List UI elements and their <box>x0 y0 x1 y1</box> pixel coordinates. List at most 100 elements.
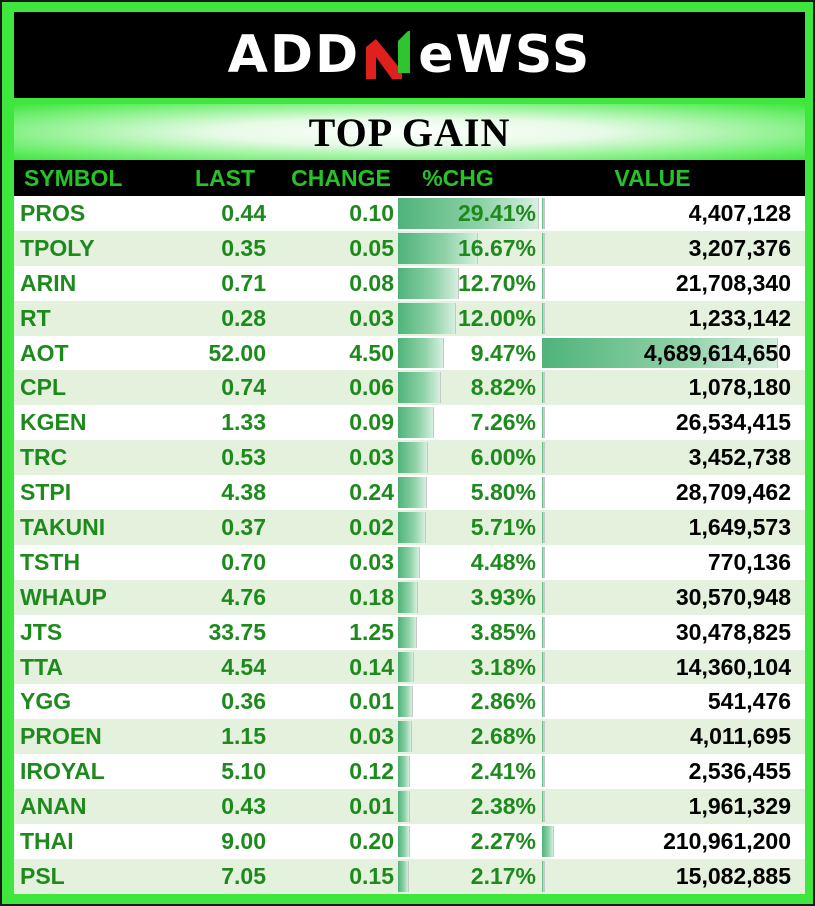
data-bar-value <box>542 546 545 578</box>
table-row: AOT 52.00 4.50 9.47% 4,689,614,650 <box>14 335 805 371</box>
data-bar-pct <box>398 721 412 753</box>
top-gain-table: SYMBOL LAST CHANGE %CHG VALUE PROS 0.44 0.… <box>14 160 805 894</box>
cell-symbol: STPI <box>14 479 164 506</box>
cell-pct-text: 2.27% <box>470 827 536 854</box>
cell-last: 0.36 <box>164 688 268 715</box>
cell-pct-text: 2.38% <box>470 793 536 820</box>
cell-symbol-text: ANAN <box>20 793 87 820</box>
data-bar-value <box>542 721 545 753</box>
cell-change: 0.18 <box>268 584 396 611</box>
cell-pct: 3.18% <box>396 650 540 685</box>
table-row: TSTH 0.70 0.03 4.48% 770,136 <box>14 544 805 580</box>
cell-value-text: 1,233,142 <box>688 304 791 331</box>
cell-change: 0.01 <box>268 688 396 715</box>
cell-last-text: 0.71 <box>221 269 266 296</box>
logo-bar: ADD eWSS <box>14 12 805 98</box>
cell-change: 0.10 <box>268 200 396 227</box>
cell-pct-text: 7.26% <box>470 409 536 436</box>
cell-symbol: TRC <box>14 444 164 471</box>
col-header-change: CHANGE <box>291 164 391 191</box>
table-row: TRC 0.53 0.03 6.00% 3,452,738 <box>14 440 805 476</box>
cell-last: 52.00 <box>164 340 268 367</box>
data-bar-value <box>542 477 545 509</box>
cell-last: 5.10 <box>164 758 268 785</box>
cell-value: 28,709,462 <box>540 475 805 510</box>
cell-change: 0.09 <box>268 409 396 436</box>
data-bar-pct <box>398 512 426 543</box>
cell-symbol: AOT <box>14 340 164 367</box>
cell-change: 0.12 <box>268 758 396 785</box>
cell-change-text: 0.18 <box>349 583 394 610</box>
data-bar-value <box>542 581 545 613</box>
data-bar-pct <box>398 198 539 229</box>
cell-pct: 2.41% <box>396 754 540 789</box>
data-bar-value <box>542 686 545 718</box>
cell-value-text: 30,478,825 <box>675 618 791 645</box>
cell-value-text: 2,536,455 <box>688 758 791 785</box>
cell-symbol: CPL <box>14 374 164 401</box>
cell-symbol-text: PSL <box>20 862 65 889</box>
cell-last-text: 4.54 <box>221 653 266 680</box>
cell-symbol: PROS <box>14 200 164 227</box>
cell-value-text: 4,689,614,650 <box>643 339 791 366</box>
table-row: ANAN 0.43 0.01 2.38% 1,961,329 <box>14 789 805 825</box>
cell-change: 0.03 <box>268 305 396 332</box>
cell-value-text: 26,534,415 <box>675 409 791 436</box>
cell-symbol-text: TPOLY <box>20 234 95 261</box>
cell-pct: 9.47% <box>396 336 540 371</box>
data-bar-pct <box>398 337 444 369</box>
cell-pct-text: 2.68% <box>470 723 536 750</box>
cell-last-text: 1.15 <box>221 723 266 750</box>
table-row: TAKUNI 0.37 0.02 5.71% 1,649,573 <box>14 510 805 545</box>
cell-change-text: 0.08 <box>349 269 394 296</box>
table-row: YGG 0.36 0.01 2.86% 541,476 <box>14 684 805 720</box>
cell-symbol-text: AOT <box>20 339 69 366</box>
cell-symbol: YGG <box>14 688 164 715</box>
cell-change: 0.14 <box>268 654 396 681</box>
data-bar-pct <box>398 826 410 857</box>
cell-value: 15,082,885 <box>540 859 805 894</box>
cell-value: 770,136 <box>540 545 805 580</box>
data-bar-pct <box>398 616 417 648</box>
cell-symbol: WHAUP <box>14 584 164 611</box>
cell-last: 1.15 <box>164 723 268 750</box>
cell-last: 0.43 <box>164 793 268 820</box>
cell-value: 4,407,128 <box>540 196 805 231</box>
cell-symbol: TSTH <box>14 549 164 576</box>
cell-value: 3,207,376 <box>540 231 805 266</box>
cell-change: 0.03 <box>268 723 396 750</box>
cell-value: 30,570,948 <box>540 580 805 615</box>
cell-value-text: 4,011,695 <box>689 723 791 750</box>
cell-change: 0.20 <box>268 828 396 855</box>
cell-last: 0.74 <box>164 374 268 401</box>
table-body: PROS 0.44 0.10 29.41% 4,407,128 TPOLY 0.35 0.05… <box>14 196 805 894</box>
table-row: KGEN 1.33 0.09 7.26% 26,534,415 <box>14 405 805 441</box>
cell-pct-text: 3.85% <box>470 618 536 645</box>
data-bar-pct <box>398 791 410 823</box>
cell-value: 541,476 <box>540 684 805 719</box>
cell-pct-text: 2.41% <box>470 758 536 785</box>
cell-value: 21,708,340 <box>540 266 805 301</box>
cell-pct-text: 3.93% <box>470 583 536 610</box>
cell-last-text: 52.00 <box>208 339 266 366</box>
cell-change-text: 4.50 <box>349 339 394 366</box>
cell-pct-text: 12.70% <box>457 269 536 296</box>
logo-text-right: eWSS <box>418 25 592 85</box>
cell-last: 0.37 <box>164 514 268 541</box>
cell-value-text: 1,649,573 <box>688 513 791 540</box>
cell-value-text: 3,207,376 <box>688 234 791 261</box>
cell-last: 0.28 <box>164 305 268 332</box>
cell-pct-text: 5.80% <box>470 479 536 506</box>
cell-change-text: 0.03 <box>349 723 394 750</box>
cell-last-text: 0.74 <box>221 374 266 401</box>
cell-value-text: 1,078,180 <box>688 374 791 401</box>
cell-change-text: 0.09 <box>349 409 394 436</box>
cell-last: 0.53 <box>164 444 268 471</box>
cell-last: 0.35 <box>164 235 268 262</box>
cell-value-text: 770,136 <box>707 548 791 575</box>
page-title: TOP GAIN <box>308 109 511 155</box>
cell-last: 1.33 <box>164 409 268 436</box>
cell-last: 0.71 <box>164 270 268 297</box>
data-bar-value <box>542 407 545 439</box>
col-header-last: LAST <box>194 164 256 191</box>
